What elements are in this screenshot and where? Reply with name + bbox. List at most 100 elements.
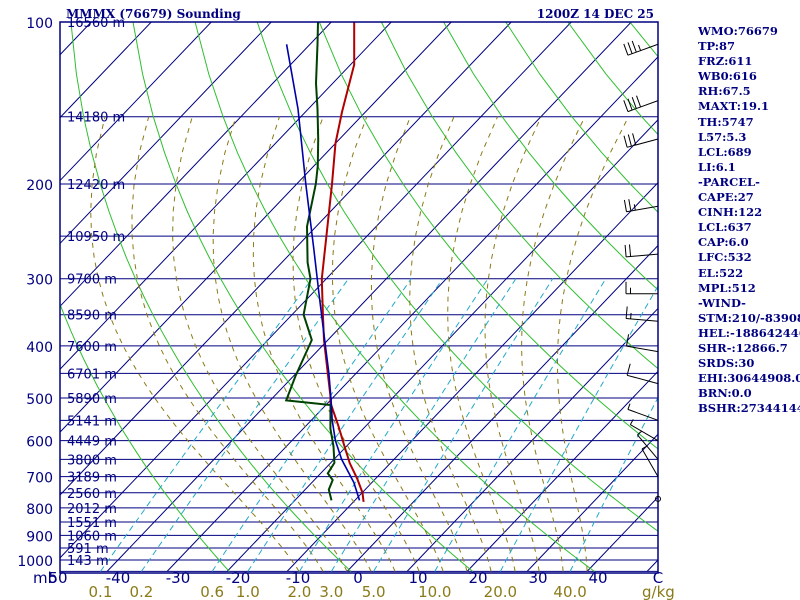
barb-feather [627, 98, 633, 111]
barb-feather [633, 204, 636, 211]
wind-barb [623, 199, 659, 213]
sounding-traces [284, 22, 365, 503]
moist-adiabat [409, 116, 492, 572]
temperature-tick-label: -40 [106, 569, 131, 587]
mixing-ratio-label: 0.6 [200, 583, 224, 600]
index-entry: MAXT:19.1 [698, 99, 769, 114]
barb-feather [626, 363, 631, 376]
isotherm-line [106, 22, 632, 572]
isotherm-line [60, 22, 152, 119]
barb-feather [631, 40, 637, 53]
height-label: 2012 m [67, 502, 117, 517]
barb-feather [623, 43, 629, 56]
moist-adiabat [292, 116, 420, 572]
isotherm-line [166, 56, 658, 572]
mixing-ratio-line [100, 278, 313, 572]
barb-staff [637, 434, 659, 460]
index-entry: WB0:616 [698, 69, 757, 84]
dry-adiabat [318, 22, 658, 450]
temperature-tick-label: 10 [408, 569, 427, 587]
index-entry: LCL:637 [698, 220, 752, 235]
parcel-trace [285, 44, 361, 501]
calm-marker [655, 495, 661, 502]
mixing-ratio-label: 3.0 [319, 583, 343, 600]
mixing-ratio-label: 1.0 [236, 583, 260, 600]
index-entry: LFC:532 [698, 250, 752, 265]
pressure-unit-label: mb [33, 569, 57, 587]
index-entry: L57:5.3 [698, 129, 747, 144]
wind-barb [626, 363, 659, 385]
barb-feather [629, 419, 634, 425]
height-label: 3800 m [67, 453, 117, 468]
height-label: 591 m [67, 542, 109, 557]
barb-feather [631, 97, 637, 109]
index-entry: CINH:122 [698, 205, 763, 220]
height-label: 8590 m [67, 309, 117, 324]
index-entry: SHR-:12866.7 [698, 340, 788, 355]
mixing-ratio-label: 20.0 [484, 583, 517, 600]
mixing-ratio-line [434, 278, 607, 572]
index-entry: STM:210/-839080 [698, 310, 800, 325]
pressure-tick-label: 300 [26, 273, 53, 289]
barb-feather [630, 312, 632, 319]
pressure-tick-label: 500 [26, 392, 53, 408]
isotherm-line [286, 181, 658, 572]
moist-adiabat [172, 116, 348, 572]
height-label: 3189 m [67, 471, 117, 486]
barb-feather [627, 403, 631, 410]
mixing-ratio-line [140, 278, 349, 572]
isotherm-line [226, 119, 658, 572]
temperature-tick-label: 50 [48, 569, 67, 587]
index-entry: BRN:0.0 [698, 386, 752, 401]
wind-barb [623, 133, 659, 148]
mixing-ratio-line [211, 278, 412, 572]
wind-barb [637, 430, 659, 460]
pressure-tick-label: 200 [26, 178, 53, 194]
index-entry: BSHR:27344144171 [698, 401, 800, 416]
isotherm-line [0, 22, 31, 571]
height-label: 12420 m [67, 178, 125, 193]
mixing-ratio-label: 10.0 [418, 583, 451, 600]
isotherm-line [526, 433, 658, 572]
temperature-tick-label: 40 [588, 569, 607, 587]
isotherm-line [406, 307, 658, 572]
wind-barb [625, 306, 659, 322]
wind-barb [641, 445, 659, 477]
pressure-tick-label: 700 [26, 471, 53, 487]
wind-barb [624, 244, 659, 258]
isotherm-line [60, 22, 452, 433]
isotherm-line [466, 370, 658, 572]
height-label: 10950 m [67, 230, 125, 245]
plot-background [60, 22, 658, 573]
barb-feather [625, 306, 628, 319]
moist-adiabat [90, 116, 300, 572]
barb-staff [641, 448, 659, 477]
mixing-ratio-unit-label: g/kg [642, 583, 675, 600]
pressure-tick-label: 800 [26, 502, 53, 518]
barb-feather [632, 133, 637, 146]
wind-barb [629, 419, 659, 442]
barb-feather [629, 244, 632, 257]
barb-feather [628, 199, 632, 212]
chart-title: MMMX (76679) Sounding [66, 7, 241, 21]
index-entry: TH:5747 [698, 114, 754, 129]
stability-indices-panel: WMO:76679 TP:87 FRZ:611 WB0:616 RH:67.5 MAXT:… [698, 24, 800, 416]
barb-feather [636, 95, 642, 108]
moist-adiabat [212, 116, 372, 572]
barb-feather [637, 430, 643, 436]
pressure-tick-label: 600 [26, 435, 53, 451]
barb-feather [641, 445, 648, 450]
index-entry: EHI:30644908.0 [698, 371, 800, 386]
pressure-tick-label: 900 [26, 529, 53, 545]
barb-feather [624, 244, 627, 257]
temperature-tick-label: 20 [468, 569, 487, 587]
isotherm-line [60, 22, 512, 496]
height-label: 6701 m [67, 367, 117, 382]
barb-staff [627, 100, 659, 113]
dry-adiabat [70, 22, 352, 572]
index-entry: HEL:-18864244627 [698, 325, 800, 340]
index-entry: FRZ:611 [698, 54, 753, 69]
height-label: 2560 m [67, 487, 117, 502]
barb-staff [626, 253, 659, 258]
